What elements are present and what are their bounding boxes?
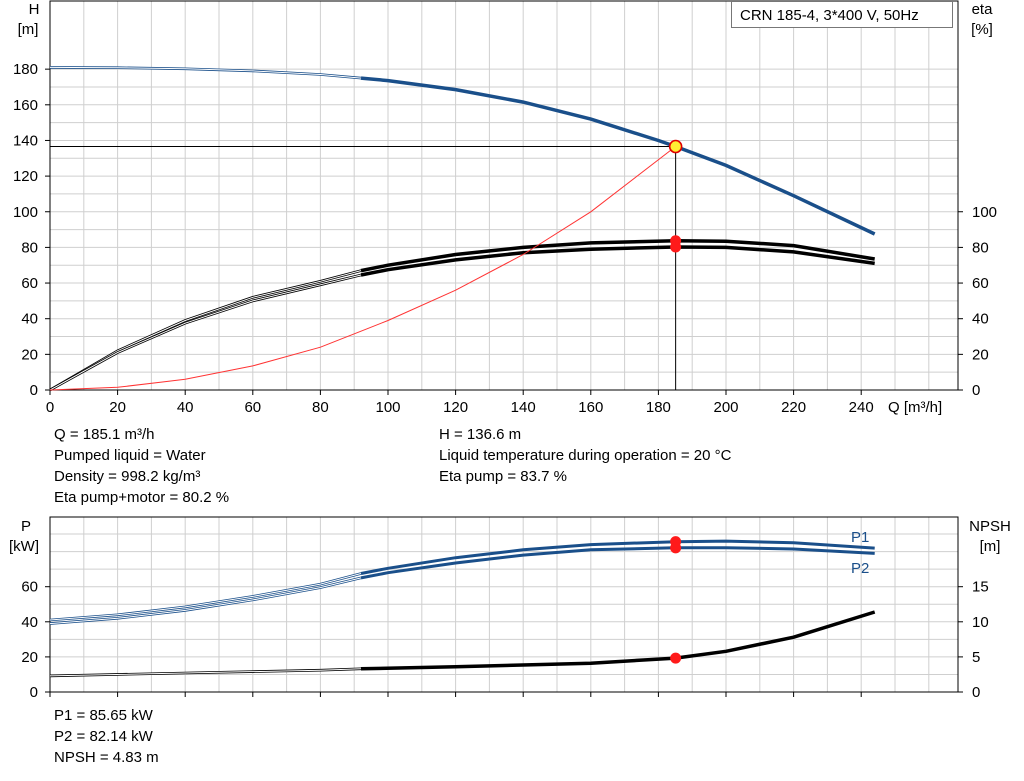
npsh-readout: NPSH = 4.83 m bbox=[54, 749, 159, 766]
y2-tick-label: 80 bbox=[972, 239, 989, 256]
eta-pump-curve-inner bbox=[49, 270, 362, 391]
y2-axis-title: NPSH bbox=[969, 518, 1011, 535]
p1-curve-outer bbox=[49, 572, 362, 622]
eta-pump-motor-curve bbox=[360, 245, 875, 277]
y2-axis-unit: [m] bbox=[980, 538, 1001, 555]
info-left: Q = 185.1 m³/h Pumped liquid = Water Den… bbox=[54, 424, 229, 508]
liquid-readout: Pumped liquid = Water bbox=[54, 447, 206, 464]
y2-tick-label: 40 bbox=[972, 311, 989, 328]
y-tick-label: 100 bbox=[13, 204, 38, 221]
info-right: H = 136.6 m Liquid temperature during op… bbox=[439, 424, 731, 487]
p1-curve-inner bbox=[49, 573, 362, 621]
y2-tick-label: 0 bbox=[972, 382, 980, 399]
p1-label: P1 bbox=[851, 529, 869, 546]
plot-frame bbox=[49, 516, 959, 693]
y2-tick-label: 100 bbox=[972, 204, 997, 221]
y-axis-unit: [kW] bbox=[9, 538, 39, 555]
plot-frame bbox=[49, 0, 959, 391]
x-axis-title: Q [m³/h] bbox=[888, 399, 942, 416]
x-tick-label: 60 bbox=[244, 399, 261, 416]
x-tick-label: 140 bbox=[511, 399, 536, 416]
system-curve bbox=[49, 146, 676, 391]
x-tick-label: 240 bbox=[849, 399, 874, 416]
y-tick-label: 40 bbox=[21, 614, 38, 631]
head-readout: H = 136.6 m bbox=[439, 426, 522, 443]
head-efficiency-chart: 0 20 40 60 80 100 120 140 160 180 200 220 2400204060… bbox=[13, 0, 997, 416]
x-tick-label: 220 bbox=[781, 399, 806, 416]
y-tick-label: 0 bbox=[30, 382, 38, 399]
eta-pump-motor-curve-outer bbox=[49, 273, 362, 392]
eta-pump-curve bbox=[360, 239, 875, 273]
y-tick-label: 60 bbox=[21, 275, 38, 292]
p1-readout: P1 = 85.65 kW bbox=[54, 707, 153, 724]
y2-tick-label: 60 bbox=[972, 275, 989, 292]
y2-tick-label: 20 bbox=[972, 346, 989, 363]
density-readout: Density = 998.2 kg/m³ bbox=[54, 468, 201, 485]
y-tick-label: 120 bbox=[13, 168, 38, 185]
info-bottom: P1 = 85.65 kW P2 = 82.14 kW NPSH = 4.83 … bbox=[54, 705, 159, 768]
y-tick-label: 140 bbox=[13, 132, 38, 149]
head-curve bbox=[360, 76, 876, 236]
npsh-curve-inner bbox=[49, 668, 362, 677]
npsh-curve bbox=[360, 610, 876, 671]
y-tick-label: 160 bbox=[13, 97, 38, 114]
y-tick-label: 80 bbox=[21, 239, 38, 256]
y-tick-label: 20 bbox=[21, 346, 38, 363]
y-tick-label: 180 bbox=[13, 61, 38, 78]
y2-tick-label: 10 bbox=[972, 614, 989, 631]
x-tick-label: 180 bbox=[646, 399, 671, 416]
y2-tick-label: 5 bbox=[972, 649, 980, 666]
eta-pump-motor-readout: Eta pump+motor = 80.2 % bbox=[54, 489, 230, 506]
eta-pump-readout: Eta pump = 83.7 % bbox=[439, 468, 567, 485]
head-curve-inner bbox=[49, 66, 362, 79]
flow-readout: Q = 185.1 m³/h bbox=[54, 426, 155, 443]
y-axis-title: H bbox=[29, 1, 40, 18]
eta-pump-motor-marker bbox=[670, 241, 682, 253]
x-tick-label: 80 bbox=[312, 399, 329, 416]
x-tick-label: 120 bbox=[443, 399, 468, 416]
p1-curve bbox=[360, 539, 875, 575]
y-tick-label: 20 bbox=[21, 649, 38, 666]
y-axis-title: P bbox=[21, 518, 31, 535]
x-tick-label: 200 bbox=[713, 399, 738, 416]
y-tick-label: 40 bbox=[21, 311, 38, 328]
temperature-readout: Liquid temperature during operation = 20… bbox=[439, 447, 732, 464]
p2-label: P2 bbox=[851, 560, 869, 577]
y-tick-label: 0 bbox=[30, 684, 38, 701]
y2-axis-unit: [%] bbox=[971, 21, 993, 38]
y2-axis-title: eta bbox=[972, 1, 994, 18]
pump-legend: CRN 185-4, 3*400 V, 50Hz bbox=[731, 1, 953, 28]
duty-point-marker bbox=[668, 139, 683, 154]
x-tick-label: 100 bbox=[375, 399, 400, 416]
x-tick-label: 40 bbox=[177, 399, 194, 416]
x-tick-label: 160 bbox=[578, 399, 603, 416]
npsh-marker bbox=[670, 652, 682, 664]
p2-curve bbox=[360, 546, 875, 580]
x-tick-label: 20 bbox=[109, 399, 126, 416]
p2-readout: P2 = 82.14 kW bbox=[54, 728, 153, 745]
p2-curve-inner bbox=[49, 577, 362, 625]
y2-tick-label: 15 bbox=[972, 579, 989, 596]
power-npsh-chart: 0 20 40 60 0 5 10 15 P [kW] NPSH [m] P1 P2 bbox=[9, 516, 1011, 701]
y-tick-label: 60 bbox=[21, 579, 38, 596]
x-tick-label: 0 bbox=[46, 399, 54, 416]
p2-marker bbox=[670, 542, 682, 554]
y-axis-unit: [m] bbox=[18, 21, 39, 38]
eta-pump-motor-curve-inner bbox=[49, 274, 362, 391]
y2-tick-label: 0 bbox=[972, 684, 980, 701]
